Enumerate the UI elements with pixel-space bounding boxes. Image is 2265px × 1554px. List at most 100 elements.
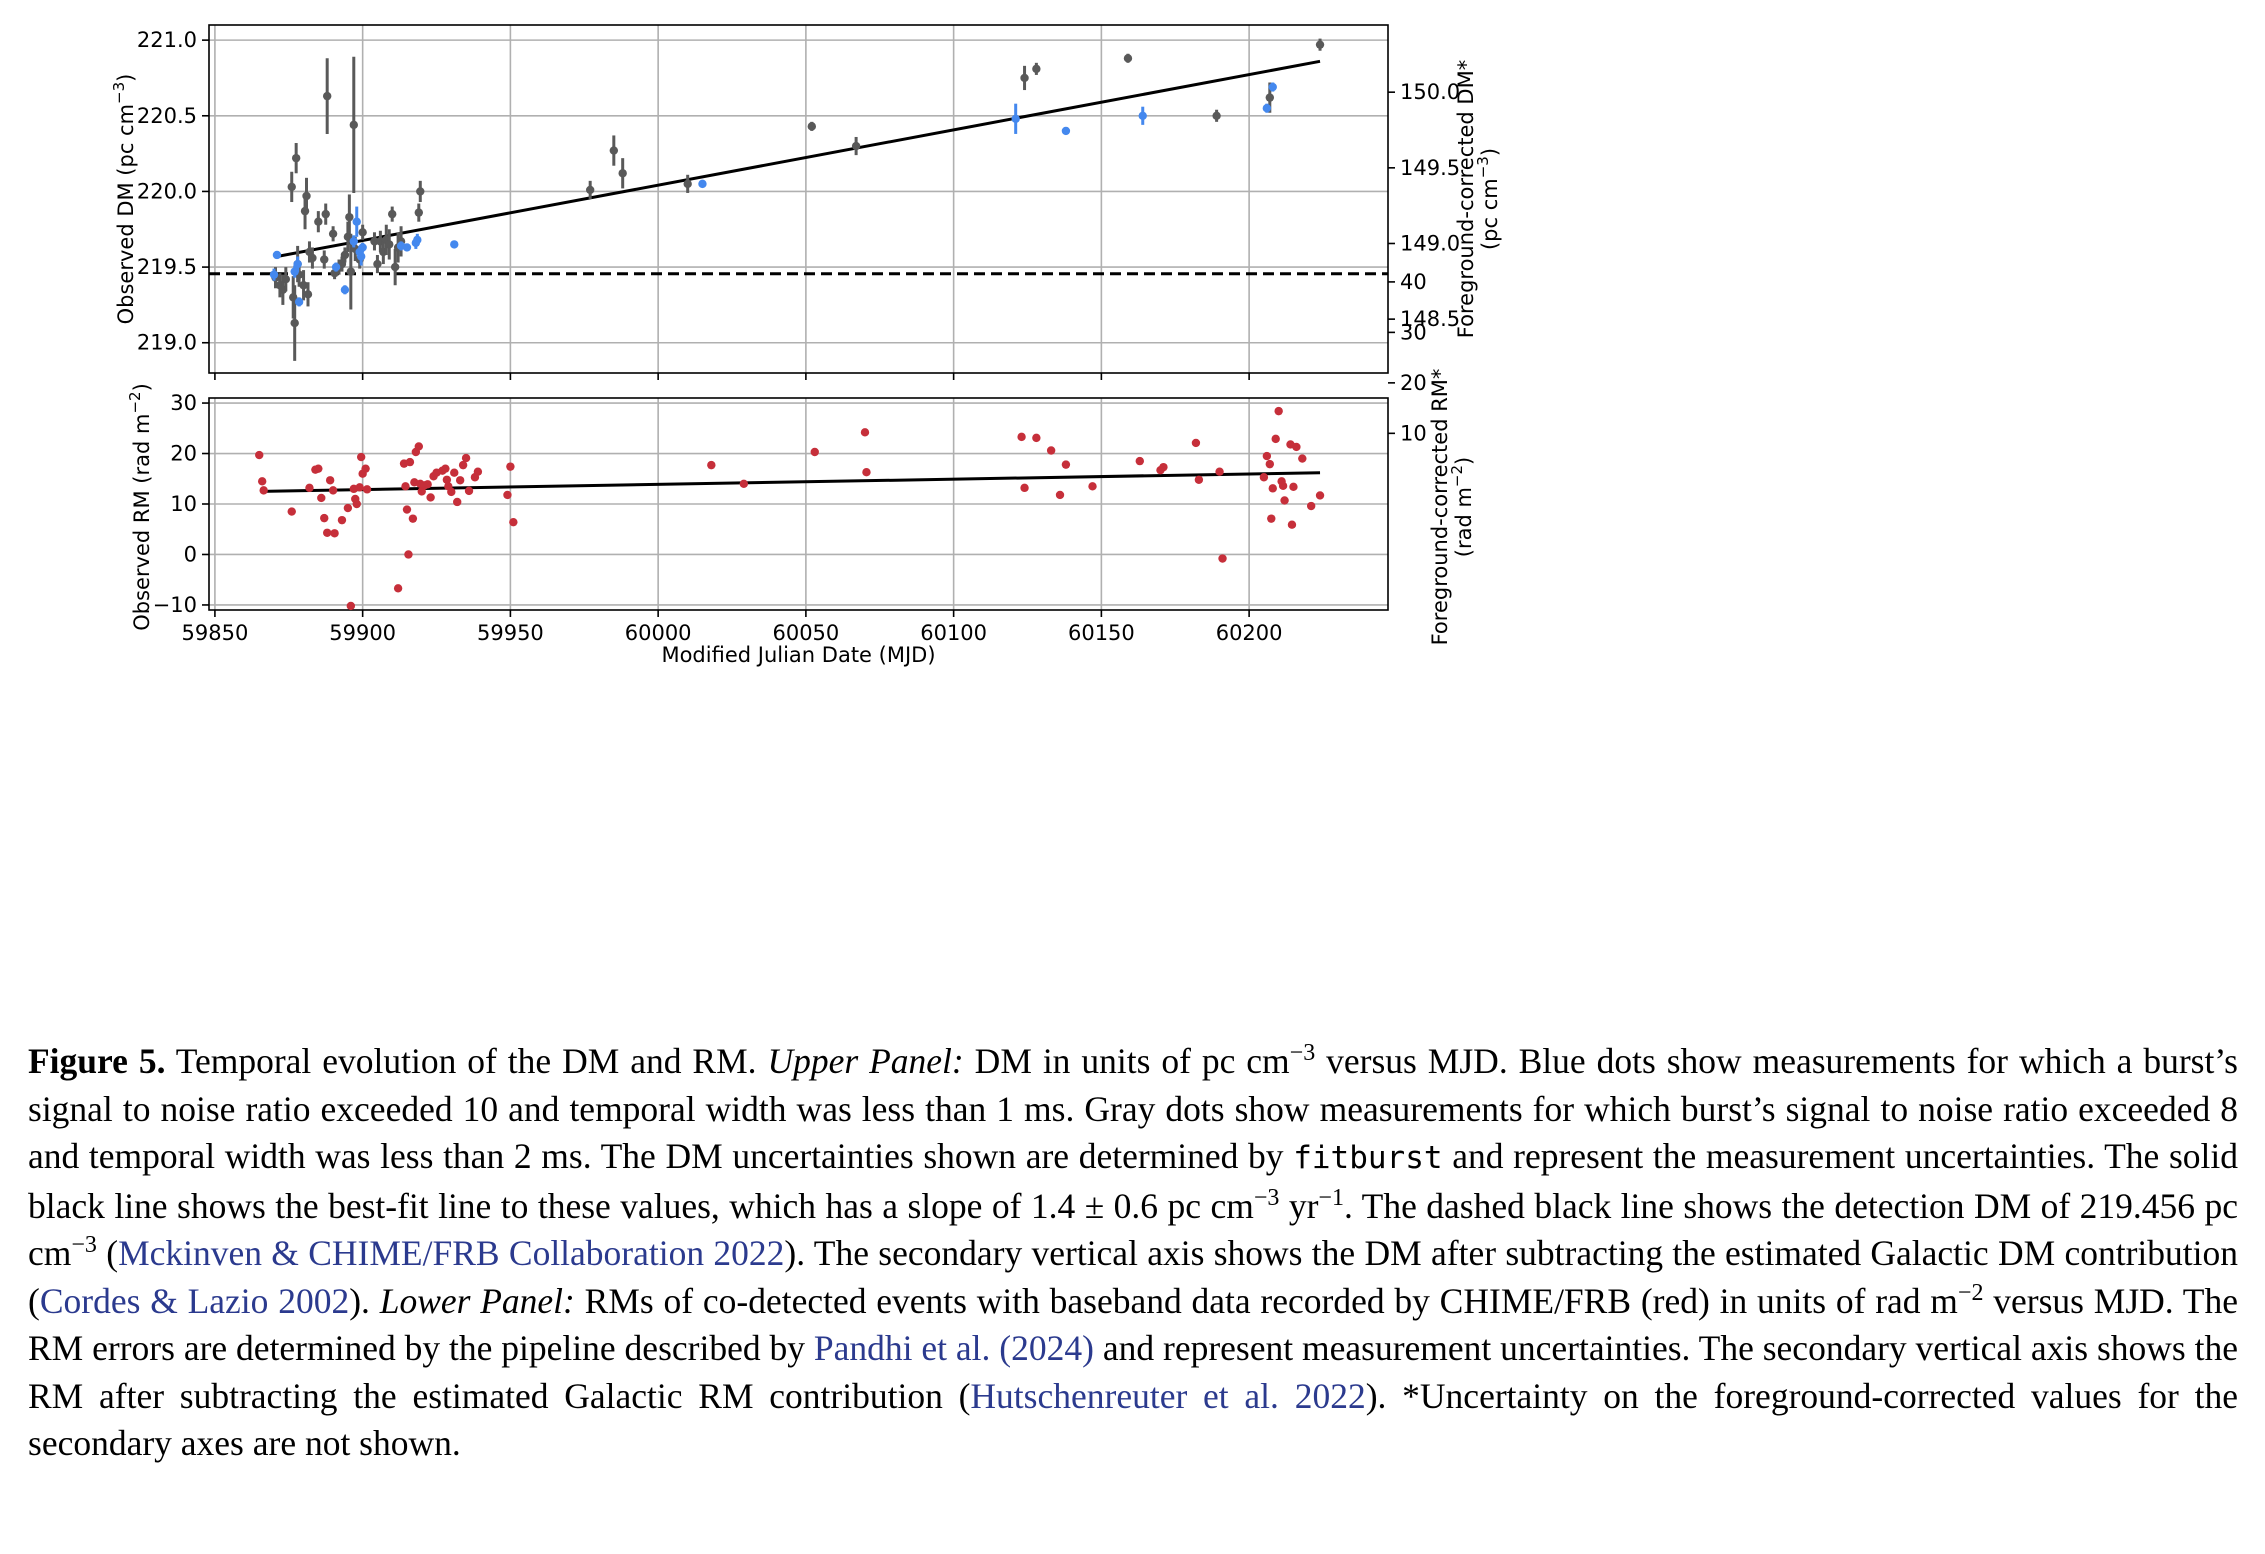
data-point-red	[1274, 406, 1283, 416]
data-point-red	[314, 464, 323, 473]
caption-text: versus MJD. Blue dots show measurements …	[28, 1041, 2239, 1176]
data-point-blue	[340, 285, 350, 294]
data-point-red	[1218, 554, 1227, 563]
y-axis-label-part: Observed RM (rad m	[130, 414, 154, 631]
citation-link-cordes[interactable]: Cordes & Lazio 2002	[39, 1280, 350, 1321]
data-point-blue	[272, 250, 282, 260]
data-point-gray	[281, 274, 291, 284]
data-point-red	[259, 486, 268, 495]
data-point-gray	[585, 185, 595, 195]
data-point-blue	[1011, 114, 1020, 124]
data-point-red	[1287, 520, 1297, 529]
data-point-red	[328, 486, 338, 495]
caption-text: ). *Uncertainty on the foreground-correc…	[28, 1375, 2239, 1464]
data-point-red	[441, 464, 450, 473]
data-point-blue	[349, 237, 358, 246]
data-point-red	[450, 468, 459, 477]
x-tick-label: 60100	[920, 621, 987, 645]
data-point-red	[503, 490, 512, 500]
data-point-red	[458, 460, 468, 470]
citation-link-pandhi[interactable]: Pandhi et al. (2024)	[813, 1328, 1094, 1368]
y-axis-label: Observed DM (pc cm−3)	[110, 74, 138, 325]
y-tick-label: 220.5	[137, 104, 197, 128]
data-point-gray	[683, 179, 692, 189]
data-point-blue	[294, 297, 304, 307]
data-point-gray	[1212, 111, 1221, 120]
x-tick-label: 60150	[1068, 621, 1135, 645]
data-point-red	[455, 476, 465, 485]
data-point-gray	[390, 262, 400, 272]
y-axis-label-part: )	[114, 74, 138, 82]
data-point-red	[1017, 432, 1026, 442]
data-point-red	[343, 503, 353, 513]
data-point-red	[352, 499, 361, 509]
data-point-red	[1268, 484, 1277, 493]
y-tick-label: 221.0	[137, 28, 197, 52]
data-point-gray	[340, 250, 350, 260]
citation-link-hutschenreuter[interactable]: Hutschenreuter et al. 2022	[970, 1375, 1366, 1416]
data-point-gray	[414, 208, 423, 217]
data-point-red	[1265, 459, 1275, 469]
data-point-red	[346, 601, 356, 611]
y-axis-label-part: −3	[110, 82, 128, 104]
data-point-red	[442, 475, 452, 484]
data-point-blue	[331, 262, 341, 272]
citation-link-mckinven[interactable]: Mckinven & CHIME/FRB Collaboration 2022	[118, 1233, 785, 1273]
data-point-gray	[299, 281, 308, 290]
data-point-red	[426, 493, 435, 502]
data-point-gray	[287, 182, 296, 192]
data-point-red	[330, 529, 339, 538]
data-point-red	[739, 479, 749, 489]
data-point-red	[473, 467, 483, 476]
data-point-red	[356, 452, 366, 462]
figure-caption: Figure 5. Temporal evolution of the DM a…	[28, 1038, 2238, 1468]
data-point-blue	[293, 259, 302, 269]
data-point-blue	[450, 240, 459, 249]
data-point-blue	[358, 243, 367, 252]
data-point-red	[401, 482, 410, 491]
data-point-blue	[356, 252, 366, 261]
data-point-gray	[349, 120, 358, 130]
caption-superscript: −2	[1957, 1279, 1984, 1306]
data-point-red	[1061, 460, 1071, 469]
data-point-red	[1259, 473, 1269, 482]
lower-panel-rm: −10 0 10 20 30 10 20 30 40 59850 59900 59950 60000 60…	[126, 270, 1476, 667]
data-point-red	[1267, 514, 1276, 523]
data-point-gray	[322, 91, 332, 101]
data-point-blue	[402, 243, 412, 252]
data-point-red	[423, 480, 432, 489]
caption-text: ).	[349, 1280, 380, 1321]
data-point-red	[1278, 481, 1288, 491]
caption-text: and represent measurement uncertainties.…	[28, 1328, 2238, 1416]
data-point-blue	[269, 270, 279, 279]
data-point-red	[509, 517, 518, 527]
x-tick-label: 60200	[1216, 621, 1283, 645]
data-point-red	[257, 477, 267, 486]
data-point-gray	[618, 169, 627, 178]
data-point-blue	[352, 217, 361, 226]
plot-frame	[208, 24, 1389, 374]
data-point-blue	[1268, 82, 1277, 92]
y-tick-label: 220.0	[137, 179, 197, 203]
data-point-red	[1292, 442, 1301, 452]
y-right-tick-label: 149.5	[1400, 156, 1460, 180]
data-point-gray	[385, 240, 394, 249]
data-point-gray	[807, 122, 816, 131]
data-point-gray	[388, 209, 397, 219]
data-point-gray	[358, 228, 367, 237]
caption-superscript: −3	[1289, 1040, 1316, 1067]
y-right-axis-label-units: (rad m−2)	[1448, 457, 1476, 558]
x-tick-label: 59950	[477, 621, 544, 645]
data-point-red	[860, 428, 870, 437]
data-point-red	[810, 447, 819, 457]
data-point-red	[408, 514, 418, 523]
data-point-gray	[373, 259, 382, 269]
y-right-tick-label: 150.0	[1400, 80, 1460, 104]
caption-lower-panel-label: Lower Panel:	[379, 1280, 575, 1321]
data-point-red	[1306, 501, 1316, 511]
data-point-red	[1135, 456, 1144, 466]
x-tick-label: 59850	[182, 621, 249, 645]
caption-text: RMs of co-detected events with baseband …	[574, 1280, 1958, 1321]
data-point-red	[320, 513, 329, 523]
y-right-axis-label-units-part: )	[1478, 148, 1502, 156]
